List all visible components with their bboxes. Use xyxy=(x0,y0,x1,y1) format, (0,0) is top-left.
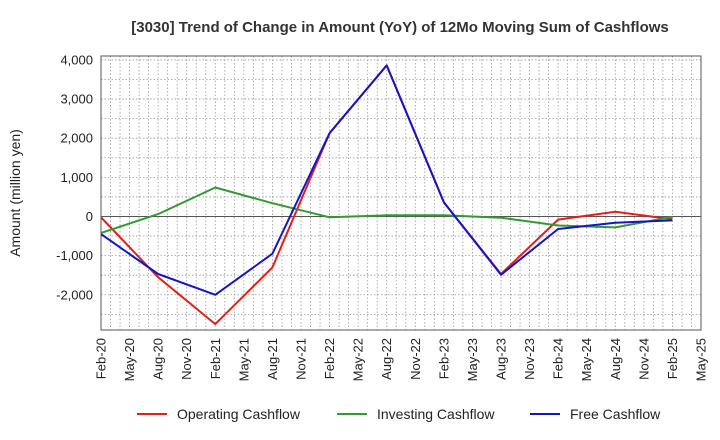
x-tick-label: May-25 xyxy=(694,338,709,381)
x-tick-label: Feb-23 xyxy=(436,338,451,379)
series-layer xyxy=(100,64,673,326)
y-tick-label: 0 xyxy=(86,209,93,224)
x-tick-label: May-20 xyxy=(122,338,137,381)
x-tick-label: Nov-21 xyxy=(294,338,309,380)
legend: Operating Cashflow Investing Cashflow Free… xyxy=(137,406,661,422)
x-tick-label: May-24 xyxy=(579,338,594,381)
x-tick-label: Feb-20 xyxy=(94,338,109,379)
x-tick-labels: Feb-20 May-20 Aug-20 Nov-20 Feb-21 May-21 Aug-… xyxy=(94,338,709,381)
y-tick-label: 3,000 xyxy=(60,92,93,107)
x-tick-label: Nov-23 xyxy=(522,338,537,380)
x-tick-label: Feb-24 xyxy=(551,338,566,379)
x-tick-label: Feb-22 xyxy=(322,338,337,379)
x-tick-label: May-22 xyxy=(351,338,366,381)
x-tick-label: Aug-23 xyxy=(494,338,509,380)
y-tick-label: 1,000 xyxy=(60,170,93,185)
y-tick-label: 4,000 xyxy=(60,52,93,67)
y-tick-label: -2,000 xyxy=(56,287,93,302)
x-tick-label: Aug-24 xyxy=(608,338,623,380)
x-tick-label: Feb-25 xyxy=(665,338,680,379)
y-axis-label: Amount (million yen) xyxy=(7,129,23,257)
x-tick-label: Nov-20 xyxy=(179,338,194,380)
y-tick-label: -1,000 xyxy=(56,248,93,263)
legend-label-free-cashflow: Free Cashflow xyxy=(570,406,661,422)
x-tick-label: May-21 xyxy=(236,338,251,381)
series-line-free-cashflow xyxy=(100,64,673,296)
x-tick-label: Nov-22 xyxy=(408,338,423,380)
x-tick-label: May-23 xyxy=(465,338,480,381)
x-tick-label: Feb-21 xyxy=(208,338,223,379)
legend-label-operating-cashflow: Operating Cashflow xyxy=(177,406,301,422)
x-tick-label: Aug-20 xyxy=(151,338,166,380)
grid xyxy=(100,56,702,330)
x-tick-label: Aug-22 xyxy=(379,338,394,380)
y-tick-labels: 4,000 3,000 2,000 1,000 0 -1,000 -2,000 xyxy=(56,52,93,302)
y-tick-label: 2,000 xyxy=(60,131,93,146)
legend-label-investing-cashflow: Investing Cashflow xyxy=(377,406,495,422)
x-tick-label: Aug-21 xyxy=(265,338,280,380)
x-tick-label: Nov-24 xyxy=(636,338,651,380)
plot-frame xyxy=(100,55,702,331)
chart-title: [3030] Trend of Change in Amount (YoY) o… xyxy=(131,19,669,36)
